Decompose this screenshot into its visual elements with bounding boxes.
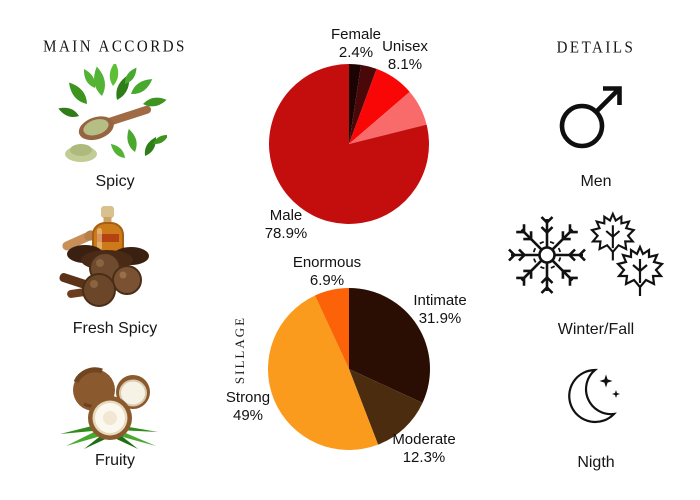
detail-label-nigth: Nigth <box>577 454 615 471</box>
pie-label-enormous: Enormous 6.9% <box>292 254 362 290</box>
pie-label-female: Female 2.4% <box>330 26 382 62</box>
pie-slice-intimate <box>349 288 430 403</box>
crescent-moon-stars-icon <box>568 368 621 424</box>
maple-leaf-icon <box>616 245 664 298</box>
details-header: DETAILS <box>556 38 636 58</box>
gender-pie-chart <box>269 64 429 224</box>
pie-label-moderate: Moderate 12.3% <box>392 431 456 467</box>
pie-slice-male <box>269 64 429 224</box>
detail-label-men: Men <box>580 173 612 190</box>
snowflake-icon <box>507 215 587 295</box>
accord-label-spicy: Spicy <box>95 173 135 190</box>
spicy-herbs-image <box>57 64 167 162</box>
pie-slice-unlabeled <box>349 64 377 144</box>
male-symbol-icon <box>559 86 622 149</box>
pie-slice-strong <box>268 295 379 450</box>
pie-label-strong: Strong 49% <box>225 389 271 425</box>
snowflake-maple-leaves-icon <box>507 212 664 298</box>
accord-label-fruity: Fruity <box>95 452 135 469</box>
accord-label-fresh-spicy: Fresh Spicy <box>72 320 158 337</box>
pie-slice-enormous <box>315 288 349 369</box>
fruity-coconuts-image <box>60 367 158 449</box>
pie-label-intimate: Intimate 31.9% <box>413 292 467 328</box>
pie-label-unisex: Unisex 8.1% <box>382 38 428 74</box>
main-accords-header: MAIN ACCORDS <box>43 37 187 57</box>
fresh-spicy-cloves-image <box>59 206 149 307</box>
sillage-pie-chart <box>268 288 430 450</box>
pie-slice-moderate <box>349 369 423 445</box>
maple-leaf-icon <box>590 212 635 262</box>
pie-label-male: Male 78.9% <box>264 207 308 243</box>
pie-slice-female <box>349 64 362 144</box>
pie-slice-unlabeled <box>349 91 427 144</box>
pie-slice-unisex <box>349 68 410 144</box>
detail-label-winter-fall: Winter/Fall <box>557 321 635 338</box>
